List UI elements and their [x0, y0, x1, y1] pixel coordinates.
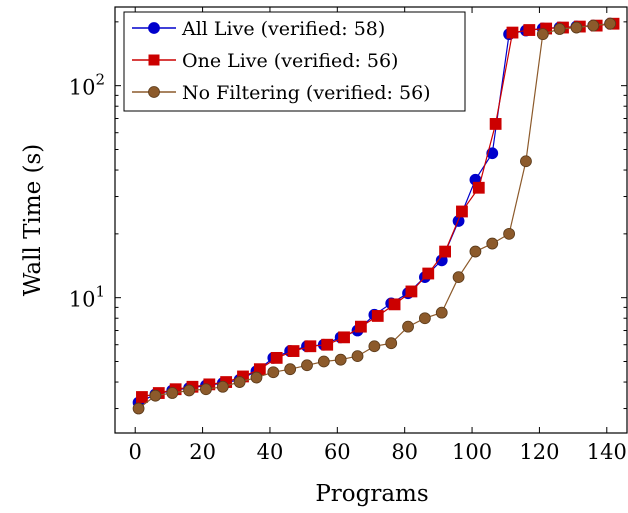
data-point [183, 384, 196, 397]
data-point [435, 306, 448, 319]
legend: All Live (verified: 58) One Live (verifie… [123, 11, 466, 112]
data-point [418, 312, 431, 325]
y-tick-exponent: 2 [95, 71, 105, 89]
data-point [149, 389, 162, 402]
plot-frame [114, 6, 628, 434]
data-point [405, 285, 418, 298]
data-point [520, 155, 532, 168]
x-tick-label: 60 [324, 440, 351, 464]
data-point [469, 245, 482, 258]
data-point [489, 118, 502, 130]
data-point [287, 345, 300, 357]
data-point [301, 359, 313, 372]
data-point [334, 353, 347, 366]
data-point [338, 331, 350, 344]
data-point [472, 181, 485, 194]
data-point [385, 337, 398, 350]
x-tick-label: 140 [587, 440, 627, 464]
data-point [553, 23, 566, 35]
x-tick-label: 120 [519, 440, 559, 464]
legend-entry-1: One Live (verified: 56) [132, 50, 398, 72]
data-point [132, 402, 145, 415]
y-tick-label: 101 [69, 283, 105, 312]
x-tick-label: 80 [391, 440, 418, 464]
legend-entry-2: No Filtering (verified: 56) [132, 82, 431, 104]
y-tick-label: 102 [69, 71, 105, 100]
data-point [587, 19, 600, 32]
data-point [304, 340, 317, 353]
x-tick-label: 40 [257, 440, 284, 464]
data-point [321, 338, 334, 351]
data-point [351, 350, 364, 363]
y-tick-exponent: 1 [95, 283, 105, 301]
data-point [536, 28, 549, 41]
data-point [570, 21, 583, 34]
y-tick-base: 10 [69, 288, 96, 312]
legend-box [123, 11, 466, 112]
data-point [486, 237, 499, 250]
legend-label: One Live (verified: 56) [182, 50, 398, 72]
data-point [452, 271, 465, 284]
data-point [486, 147, 499, 160]
data-point [250, 371, 263, 384]
data-point [422, 267, 435, 280]
data-point [506, 26, 519, 39]
legend-marker [148, 22, 160, 34]
data-point [439, 245, 452, 258]
data-point [503, 227, 516, 240]
legend-marker [148, 54, 160, 66]
x-tick-label: 0 [129, 440, 142, 464]
data-point [136, 391, 148, 403]
data-point [604, 17, 617, 30]
data-point [523, 24, 536, 36]
data-point [368, 340, 381, 353]
legend-entries: All Live (verified: 58) One Live (verifie… [132, 18, 431, 104]
data-point [216, 380, 229, 393]
data-point [200, 383, 212, 396]
data-point [456, 205, 468, 218]
legend-entry-0: All Live (verified: 58) [132, 18, 385, 40]
y-axis-label: Wall Time (s) [20, 144, 46, 297]
data-point [166, 387, 179, 399]
data-point [354, 320, 367, 333]
legend-marker [148, 86, 160, 98]
series-2 [132, 17, 617, 415]
series-layer [132, 17, 620, 415]
x-axis-label: Programs [315, 481, 428, 507]
data-point [388, 298, 401, 311]
data-point [317, 355, 330, 368]
legend-label: All Live (verified: 58) [181, 18, 385, 40]
data-point [270, 351, 283, 364]
data-point [402, 320, 414, 333]
data-point [284, 363, 297, 376]
x-tick-label: 20 [189, 440, 216, 464]
x-tick-label: 100 [452, 440, 492, 464]
data-point [267, 366, 280, 379]
data-point [371, 310, 384, 322]
y-tick-base: 10 [69, 76, 96, 100]
legend-label: No Filtering (verified: 56) [182, 82, 431, 104]
data-point [233, 376, 246, 388]
